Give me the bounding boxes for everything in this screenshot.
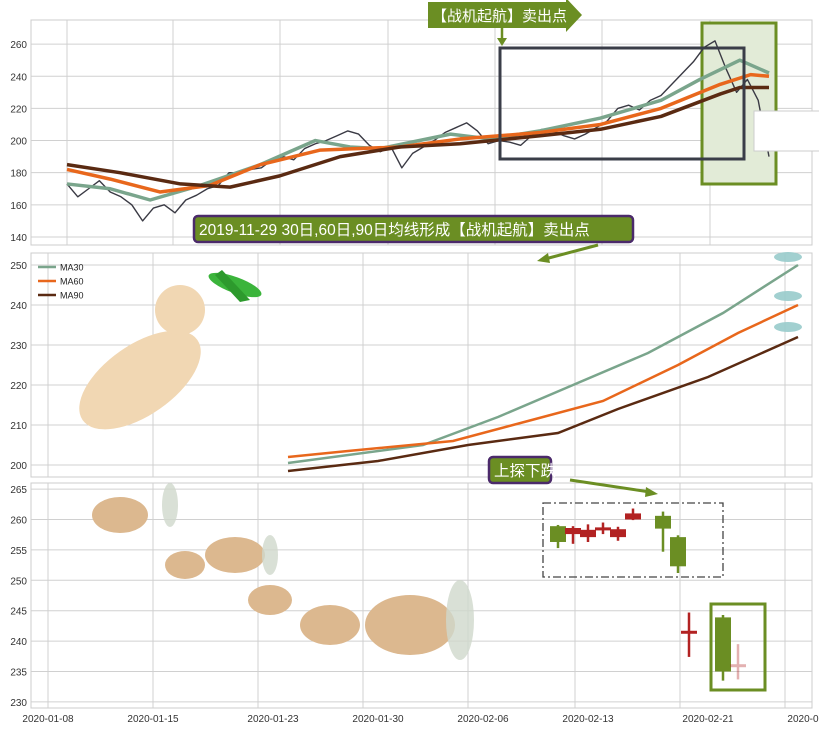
candlestick xyxy=(550,524,566,549)
candlestick xyxy=(655,511,671,552)
y-tick-label: 220 xyxy=(10,381,27,392)
series-line-ma90 xyxy=(287,335,799,473)
signal-box xyxy=(709,602,767,692)
y-tick-label: 220 xyxy=(10,104,27,115)
candle-body xyxy=(550,526,566,542)
candle-body xyxy=(565,528,581,535)
y-tick-label: 240 xyxy=(10,637,27,648)
top-label: 【战机起航】卖出点 xyxy=(432,8,567,25)
candlestick xyxy=(681,612,697,657)
top-arrow-head xyxy=(497,38,507,46)
candle-body xyxy=(681,630,697,634)
y-tick-label: 250 xyxy=(10,576,27,587)
candle-body xyxy=(670,537,686,567)
y-tick-label: 140 xyxy=(10,233,27,244)
candle-body xyxy=(625,513,641,520)
series-line-ma60 xyxy=(287,303,799,459)
top-label-bg xyxy=(428,0,582,32)
y-tick-label: 180 xyxy=(10,169,27,180)
bottom-label: 上探下跌 xyxy=(494,462,556,480)
y-tick-label: 200 xyxy=(10,137,27,148)
y-tick-label: 235 xyxy=(10,668,27,679)
y-tick-label: 240 xyxy=(10,72,27,83)
middle-arrow-head xyxy=(537,253,550,263)
x-tick-label: 2020-01-08 xyxy=(22,714,74,725)
legend-label: MA90 xyxy=(60,291,84,301)
candle-body xyxy=(655,515,671,529)
x-tick-label: 2020-01-15 xyxy=(127,714,179,725)
x-tick-label: 2020-02-06 xyxy=(457,714,509,725)
series-line-price xyxy=(66,40,770,222)
y-tick-label: 240 xyxy=(10,301,27,312)
panel-top xyxy=(30,19,813,246)
series-line-ma30 xyxy=(66,58,770,202)
candle-body xyxy=(580,529,596,538)
series-line-ma60 xyxy=(66,72,770,194)
propeller-icon xyxy=(162,483,474,660)
x-tick-label: 2020-02-21 xyxy=(682,714,734,725)
x-tick-label: 2020-02-28 xyxy=(787,714,819,725)
candlestick xyxy=(610,526,626,541)
y-tick-label: 245 xyxy=(10,607,27,618)
panel-bottom xyxy=(30,482,813,709)
y-tick-label: 255 xyxy=(10,546,27,557)
pattern-box xyxy=(542,502,724,578)
series-line-ma90 xyxy=(66,85,769,189)
bottom-label-bg xyxy=(487,455,553,485)
legend: MA30 MA60 MA90 xyxy=(38,263,84,301)
y-tick-label: 250 xyxy=(10,261,27,272)
plane-icon xyxy=(208,270,262,302)
candlestick xyxy=(715,614,731,681)
middle-label-bg xyxy=(192,214,635,244)
candlestick xyxy=(580,524,596,542)
candlestick xyxy=(670,535,686,573)
candle-body xyxy=(595,527,611,531)
bottom-arrow xyxy=(569,478,651,494)
candle-body xyxy=(715,617,731,672)
y-tick-label: 210 xyxy=(10,421,27,432)
middle-label: 2019-11-29 30日,60日,90日均线形成【战机起航】卖出点 xyxy=(199,221,590,239)
y-tick-label: 160 xyxy=(10,201,27,212)
candle-body xyxy=(730,664,746,668)
decorations xyxy=(79,252,802,660)
candlestick xyxy=(625,508,641,521)
dog-icon xyxy=(79,285,205,430)
legend-label: MA60 xyxy=(60,277,84,287)
legend-label: MA30 xyxy=(60,263,84,273)
y-tick-label: 230 xyxy=(10,698,27,709)
middle-arrow xyxy=(544,243,599,261)
focus-box xyxy=(498,46,746,161)
highlight-zone xyxy=(700,21,778,186)
candle-body xyxy=(610,529,626,538)
candlestick xyxy=(730,644,746,680)
dog-icon xyxy=(92,497,455,655)
y-tick-label: 230 xyxy=(10,341,27,352)
bottom-arrow-head xyxy=(645,487,658,497)
y-tick-label: 265 xyxy=(10,485,27,496)
y-tick-label: 200 xyxy=(10,461,27,472)
x-tick-label: 2020-01-23 xyxy=(247,714,299,725)
candlestick xyxy=(595,522,611,535)
x-tick-label: 2020-02-13 xyxy=(562,714,614,725)
y-tick-label: 260 xyxy=(10,40,27,51)
x-tick-label: 2020-01-30 xyxy=(352,714,404,725)
plane-icon xyxy=(774,252,802,332)
inset-thumbnail xyxy=(753,110,819,152)
y-tick-label: 260 xyxy=(10,515,27,526)
candlestick xyxy=(565,526,581,544)
